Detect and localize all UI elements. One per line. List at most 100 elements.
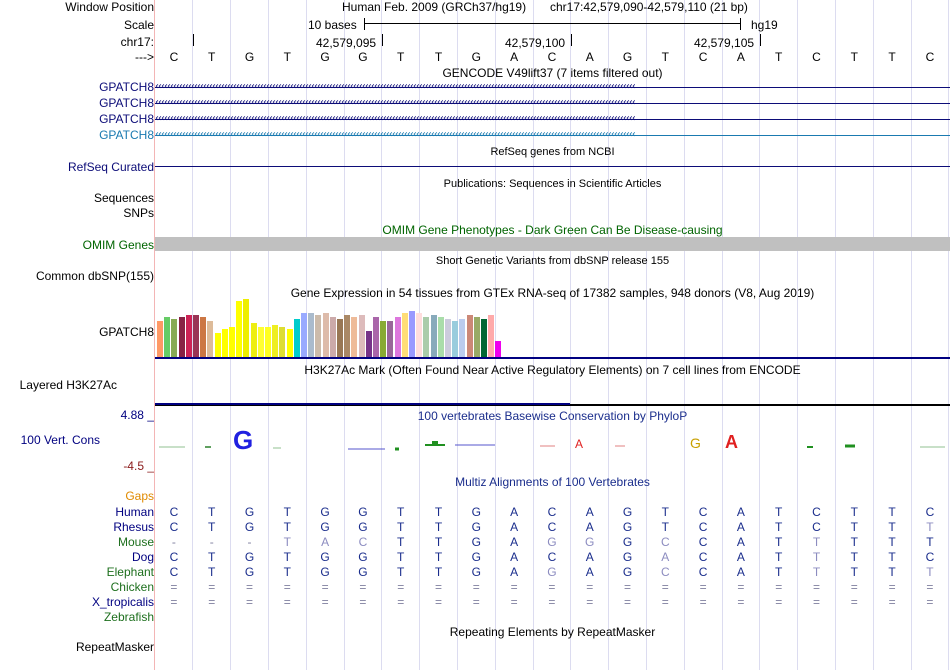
phylop-logo[interactable]: G A G A (155, 428, 950, 468)
alignment-base: G (622, 565, 633, 579)
species-label-mouse[interactable]: Mouse (117, 535, 154, 549)
gtex-tissue-bar[interactable] (214, 333, 221, 357)
gtex-tissue-bar[interactable] (243, 299, 250, 357)
gtex-tissue-bar[interactable] (279, 327, 286, 357)
gtex-tissue-bar[interactable] (315, 315, 322, 357)
gtex-tissue-bar[interactable] (171, 319, 178, 357)
omim-gene-bar[interactable] (155, 237, 950, 251)
alignment-base: G (547, 535, 557, 549)
gtex-tissue-bar[interactable] (344, 315, 351, 357)
gtex-tissue-bar[interactable] (257, 327, 264, 357)
gtex-tissue-bar[interactable] (272, 325, 279, 357)
gtex-tissue-bar[interactable] (157, 321, 163, 357)
gtex-tissue-bar[interactable] (430, 315, 437, 357)
alignment-base: = (434, 595, 442, 609)
gtex-tissue-bar[interactable] (380, 321, 387, 357)
gtex-tissue-bar[interactable] (286, 329, 293, 357)
gtex-tissue-bar[interactable] (365, 331, 372, 357)
gtex-tissue-bar[interactable] (452, 321, 459, 357)
gtex-tissue-bar[interactable] (481, 319, 487, 357)
gtex-tissue-bar[interactable] (466, 315, 473, 357)
label-omim-genes[interactable]: OMIM Genes (82, 238, 154, 252)
gtex-tissue-bar[interactable] (373, 317, 379, 357)
label-gpatch8-1[interactable]: GPATCH8 (99, 80, 154, 94)
gtex-tissue-bar[interactable] (207, 321, 214, 357)
alignment-base: A (321, 535, 330, 549)
label-gtex-gpatch8[interactable]: GPATCH8 (99, 325, 154, 339)
gtex-tissue-bar[interactable] (337, 319, 343, 357)
gtex-tissue-bar[interactable] (293, 319, 300, 357)
species-label-dog[interactable]: Dog (131, 550, 154, 564)
species-label-chicken[interactable]: Chicken (110, 580, 154, 594)
label-100-vert-cons[interactable]: 100 Vert. Cons (20, 433, 100, 447)
gtex-tissue-bar[interactable] (185, 315, 192, 357)
label-common-dbsnp[interactable]: Common dbSNP(155) (35, 269, 154, 283)
label-gpatch8-4[interactable]: GPATCH8 (99, 128, 154, 142)
label-gpatch8-3[interactable]: GPATCH8 (99, 112, 154, 126)
h3k27ac-title[interactable]: H3K27Ac Mark (Often Found Near Active Re… (304, 363, 801, 377)
label-refseq-curated[interactable]: RefSeq Curated (67, 160, 154, 174)
gtex-tissue-bar[interactable] (308, 313, 315, 357)
gtex-tissue-bar[interactable] (401, 313, 408, 357)
reference-base: A (585, 50, 594, 64)
gtex-tissue-bar[interactable] (221, 329, 228, 357)
gencode-transcript-2[interactable]: ‹‹‹‹‹‹‹‹‹‹‹‹‹‹‹‹‹‹‹‹‹‹‹‹‹‹‹‹‹‹‹‹‹‹‹‹‹‹‹‹… (155, 96, 950, 110)
alignment-base: G (244, 520, 255, 534)
gtex-tissue-bar[interactable] (488, 315, 495, 357)
species-label-rhesus[interactable]: Rhesus (113, 520, 154, 534)
gtex-tissue-bar[interactable] (409, 311, 415, 357)
gtex-tissue-bar[interactable] (358, 315, 365, 357)
gtex-tissue-bar[interactable] (423, 317, 430, 357)
gtex-tissue-bar[interactable] (301, 313, 307, 357)
repeatmasker-title[interactable]: Repeating Elements by RepeatMasker (449, 625, 656, 639)
gtex-tissue-bar[interactable] (265, 327, 271, 357)
gtex-tissue-bar[interactable] (394, 317, 401, 357)
gencode-transcript-4[interactable]: ‹‹‹‹‹‹‹‹‹‹‹‹‹‹‹‹‹‹‹‹‹‹‹‹‹‹‹‹‹‹‹‹‹‹‹‹‹‹‹‹… (155, 128, 950, 142)
gencode-title[interactable]: GENCODE V49lift37 (7 items filtered out) (442, 66, 663, 80)
label-snps[interactable]: SNPs (123, 206, 154, 220)
alignment-base: C (698, 565, 708, 579)
gtex-tissue-bar[interactable] (351, 317, 358, 357)
gtex-tissue-bar[interactable] (495, 341, 502, 357)
alignment-base: G (244, 505, 255, 519)
gtex-tissue-bar[interactable] (473, 317, 480, 357)
gtex-tissue-bar[interactable] (164, 317, 171, 357)
gtex-tissue-bar[interactable] (437, 317, 444, 357)
grid-line (533, 0, 534, 670)
label-gpatch8-2[interactable]: GPATCH8 (99, 96, 154, 110)
phylop-title[interactable]: 100 vertebrates Basewise Conservation by… (417, 409, 688, 423)
label-sequences[interactable]: Sequences (93, 191, 154, 205)
gtex-tissue-bar[interactable] (229, 327, 235, 357)
gtex-tissue-bar[interactable] (236, 301, 243, 357)
gtex-tissue-bar[interactable] (193, 315, 199, 357)
species-label-human[interactable]: Human (115, 505, 154, 519)
gtex-bar-chart[interactable] (155, 299, 535, 357)
species-label-x_tropicalis[interactable]: X_tropicalis (91, 595, 154, 609)
multiz-title[interactable]: Multiz Alignments of 100 Vertebrates (455, 475, 650, 489)
gtex-tissue-bar[interactable] (416, 313, 423, 357)
gtex-tissue-bar[interactable] (329, 317, 336, 357)
species-label-elephant[interactable]: Elephant (106, 565, 154, 579)
gtex-tissue-bar[interactable] (459, 319, 466, 357)
gtex-tissue-bar[interactable] (250, 323, 257, 357)
publications-title[interactable]: Publications: Sequences in Scientific Ar… (443, 178, 662, 190)
dbsnp-title[interactable]: Short Genetic Variants from dbSNP releas… (435, 255, 670, 267)
gencode-transcript-3[interactable]: ‹‹‹‹‹‹‹‹‹‹‹‹‹‹‹‹‹‹‹‹‹‹‹‹‹‹‹‹‹‹‹‹‹‹‹‹‹‹‹‹… (155, 112, 950, 126)
refseq-title[interactable]: RefSeq genes from NCBI (490, 146, 615, 158)
gtex-tissue-bar[interactable] (387, 321, 394, 357)
strand-arrows-icon: ‹‹‹‹‹‹‹‹‹‹‹‹‹‹‹‹‹‹‹‹‹‹‹‹‹‹‹‹‹‹‹‹‹‹‹‹‹‹‹‹… (155, 97, 636, 108)
species-label-zebrafish[interactable]: Zebrafish (103, 610, 154, 624)
track-area[interactable]: Human Feb. 2009 (GRCh37/hg19) chr17:42,5… (155, 0, 950, 670)
gtex-tissue-bar[interactable] (178, 317, 185, 357)
refseq-transcript-line[interactable] (155, 166, 950, 167)
gtex-tissue-bar[interactable] (200, 317, 207, 357)
label-repeatmasker[interactable]: RepeatMasker (75, 640, 154, 654)
gencode-transcript-1[interactable]: ‹‹‹‹‹‹‹‹‹‹‹‹‹‹‹‹‹‹‹‹‹‹‹‹‹‹‹‹‹‹‹‹‹‹‹‹‹‹‹‹… (155, 80, 950, 94)
label-layered-h3k27ac[interactable]: Layered H3K27Ac (19, 378, 117, 392)
gtex-tissue-bar[interactable] (322, 313, 329, 357)
gtex-title[interactable]: Gene Expression in 54 tissues from GTEx … (290, 286, 815, 300)
grid-line (495, 0, 496, 670)
omim-title[interactable]: OMIM Gene Phenotypes - Dark Green Can Be… (382, 223, 723, 237)
gtex-tissue-bar[interactable] (445, 319, 451, 357)
